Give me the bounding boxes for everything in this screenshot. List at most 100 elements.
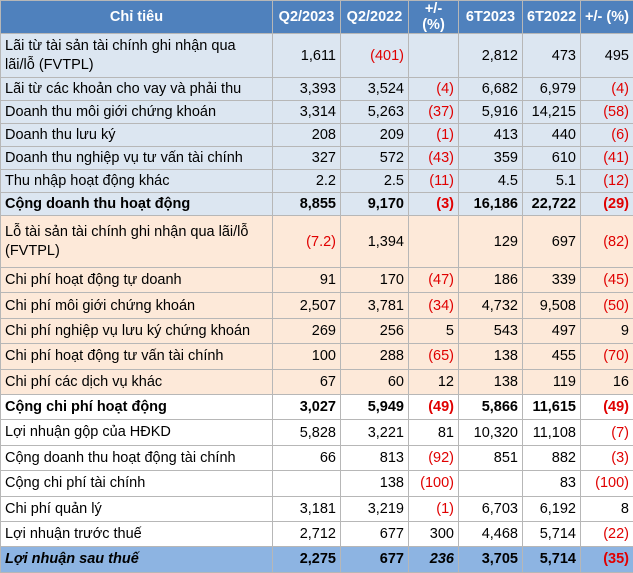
cell-value: (58) [581,101,633,124]
row-label: Chi phí các dịch vụ khác [1,369,273,394]
row-label: Chi phí hoạt động tư vấn tài chính [1,344,273,369]
cell-value: 209 [341,124,409,147]
cell-value: (45) [581,268,633,293]
cell-value [409,216,459,268]
column-header: Q2/2022 [341,1,409,34]
cell-value: (100) [409,471,459,496]
table-body: Lãi từ tài sản tài chính ghi nhận qua lã… [1,34,633,573]
row-label: Lợi nhuận gộp của HĐKD [1,420,273,445]
cell-value [409,34,459,78]
cell-value: (70) [581,344,633,369]
cell-value: 339 [523,268,581,293]
row-label: Chi phí nghiệp vụ lưu ký chứng khoán [1,318,273,343]
cell-value: (4) [409,78,459,101]
cell-value: 5,916 [459,101,523,124]
cell-value: 11,615 [523,394,581,419]
cell-value: 14,215 [523,101,581,124]
cell-value: (41) [581,147,633,170]
cell-value: 3,781 [341,293,409,318]
cell-value: (3) [581,445,633,470]
row-label: Cộng chi phí tài chính [1,471,273,496]
row-label: Doanh thu môi giới chứng khoán [1,101,273,124]
cell-value: 100 [273,344,341,369]
cell-value: 2.5 [341,170,409,193]
cell-value: 16,186 [459,193,523,216]
row-label: Doanh thu lưu ký [1,124,273,147]
cell-value: (37) [409,101,459,124]
cell-value: 11,108 [523,420,581,445]
cell-value: 208 [273,124,341,147]
row-label: Lãi từ tài sản tài chính ghi nhận qua lã… [1,34,273,78]
cell-value: 455 [523,344,581,369]
cell-value: 2.2 [273,170,341,193]
cell-value: 6,682 [459,78,523,101]
cell-value: 3,181 [273,496,341,521]
row-label: Chi phí hoạt động tự doanh [1,268,273,293]
cell-value: (11) [409,170,459,193]
cell-value: (3) [409,193,459,216]
cell-value: 4,732 [459,293,523,318]
cell-value: (34) [409,293,459,318]
cell-value: 882 [523,445,581,470]
cell-value: 5,866 [459,394,523,419]
cell-value: 813 [341,445,409,470]
cell-value: (100) [581,471,633,496]
cell-value: (7) [581,420,633,445]
cell-value: (65) [409,344,459,369]
cell-value: 256 [341,318,409,343]
row-label: Lãi từ các khoản cho vay và phải thu [1,78,273,101]
cell-value: 677 [341,547,409,572]
cell-value: 3,393 [273,78,341,101]
cell-value: 60 [341,369,409,394]
column-header: 6T2022 [523,1,581,34]
cell-value: 288 [341,344,409,369]
cell-value: 677 [341,521,409,546]
cell-value: (43) [409,147,459,170]
cell-value: (1) [409,496,459,521]
cell-value: 851 [459,445,523,470]
cell-value: 3,219 [341,496,409,521]
cell-value: 8,855 [273,193,341,216]
cell-value: (12) [581,170,633,193]
cell-value: 3,314 [273,101,341,124]
row-label: Cộng doanh thu hoạt động tài chính [1,445,273,470]
cell-value: (35) [581,547,633,572]
cell-value: 473 [523,34,581,78]
cell-value: 495 [581,34,633,78]
cell-value: 9,508 [523,293,581,318]
cell-value: 413 [459,124,523,147]
cell-value: 12 [409,369,459,394]
column-header: 6T2023 [459,1,523,34]
cell-value: 6,703 [459,496,523,521]
cell-value: 3,027 [273,394,341,419]
cell-value: 697 [523,216,581,268]
cell-value: 16 [581,369,633,394]
cell-value [459,471,523,496]
row-label: Cộng chi phí hoạt động [1,394,273,419]
cell-value: 4.5 [459,170,523,193]
row-label: Lợi nhuận sau thuế [1,547,273,572]
cell-value: 10,320 [459,420,523,445]
cell-value: 6,979 [523,78,581,101]
cell-value: 8 [581,496,633,521]
cell-value: 6,192 [523,496,581,521]
row-label: Lợi nhuận trước thuế [1,521,273,546]
cell-value: 2,812 [459,34,523,78]
cell-value: 5,714 [523,547,581,572]
row-label: Thu nhập hoạt động khác [1,170,273,193]
cell-value: (49) [409,394,459,419]
column-header: +/- (%) [409,1,459,34]
